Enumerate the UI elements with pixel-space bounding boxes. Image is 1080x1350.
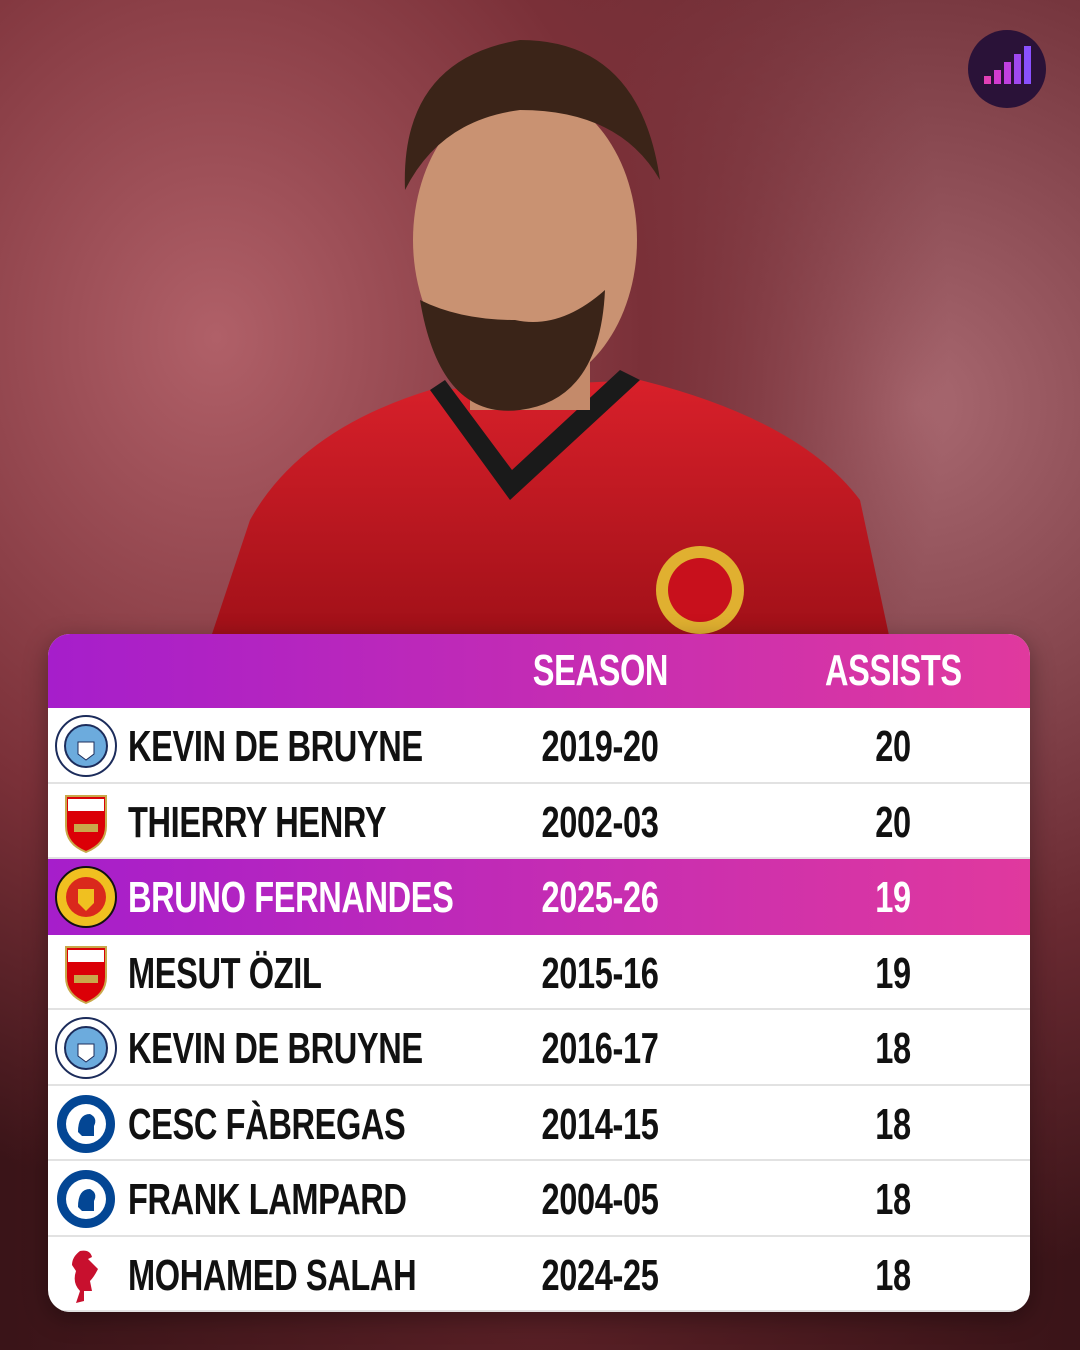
season: 2016-17 bbox=[541, 1024, 659, 1073]
assists: 19 bbox=[875, 873, 911, 922]
player-name-cell: CESC FÀBREGAS bbox=[128, 1100, 503, 1150]
club-logo bbox=[55, 715, 117, 777]
assists: 20 bbox=[875, 722, 911, 771]
assists-cell: 19 bbox=[793, 949, 993, 999]
player-name: THIERRY HENRY bbox=[128, 797, 387, 847]
season-cell: 2015-16 bbox=[500, 949, 700, 999]
club-logo bbox=[55, 1092, 117, 1155]
assists: 20 bbox=[875, 797, 911, 847]
table-row: CESC FÀBREGAS 2014-15 18 bbox=[48, 1086, 1030, 1161]
season-cell: 2024-25 bbox=[500, 1251, 700, 1301]
table-row: THIERRY HENRY 2002-03 20 bbox=[48, 784, 1030, 859]
brand-icon bbox=[984, 46, 1031, 84]
player-name-cell: FRANK LAMPARD bbox=[128, 1175, 504, 1225]
club-logo bbox=[65, 945, 107, 1004]
player-name: CESC FÀBREGAS bbox=[128, 1099, 406, 1149]
table-row: BRUNO FERNANDES 2025-26 19 bbox=[48, 859, 1030, 935]
header-text: ASSISTS bbox=[824, 646, 962, 695]
assists-cell: 20 bbox=[793, 798, 993, 848]
header-assists: ASSISTS bbox=[793, 646, 993, 696]
table-header: SEASON ASSISTS bbox=[48, 634, 1030, 708]
brand-logo bbox=[968, 30, 1046, 108]
player-name: KEVIN DE BRUYNE bbox=[128, 1024, 423, 1073]
assists: 18 bbox=[875, 1175, 911, 1224]
season-cell: 2025-26 bbox=[500, 873, 700, 923]
table-row: FRANK LAMPARD 2004-05 18 bbox=[48, 1161, 1030, 1237]
player-name: MESUT ÖZIL bbox=[128, 948, 322, 998]
assists: 19 bbox=[875, 948, 911, 998]
player-name-cell: MOHAMED SALAH bbox=[128, 1251, 517, 1301]
season: 2002-03 bbox=[541, 797, 659, 847]
player-name-cell: KEVIN DE BRUYNE bbox=[128, 722, 526, 772]
table-row: KEVIN DE BRUYNE 2016-17 18 bbox=[48, 1010, 1030, 1086]
season: 2015-16 bbox=[541, 948, 659, 998]
assists-table: SEASON ASSISTS KEVIN DE BRUYNE 2019-20 20 T… bbox=[48, 634, 1030, 1312]
player-name: BRUNO FERNANDES bbox=[128, 873, 454, 922]
assists: 18 bbox=[875, 1024, 911, 1073]
assists-cell: 18 bbox=[793, 1024, 993, 1074]
season: 2014-15 bbox=[541, 1099, 659, 1149]
club-logo bbox=[72, 1250, 98, 1303]
player-name: KEVIN DE BRUYNE bbox=[128, 722, 423, 771]
season: 2024-25 bbox=[541, 1250, 659, 1300]
table-row: MOHAMED SALAH 2024-25 18 bbox=[48, 1237, 1030, 1312]
club-logo bbox=[65, 794, 107, 853]
season: 2019-20 bbox=[541, 722, 659, 771]
assists-cell: 18 bbox=[793, 1251, 993, 1301]
assists: 18 bbox=[875, 1250, 911, 1300]
player-name-cell: THIERRY HENRY bbox=[128, 798, 477, 848]
club-logo bbox=[55, 1017, 117, 1079]
table-row: KEVIN DE BRUYNE 2019-20 20 bbox=[48, 708, 1030, 784]
assists-cell: 18 bbox=[793, 1100, 993, 1150]
assists: 18 bbox=[875, 1099, 911, 1149]
header-text: SEASON bbox=[532, 646, 668, 695]
assists-cell: 19 bbox=[793, 873, 993, 923]
assists-cell: 18 bbox=[793, 1175, 993, 1225]
table-row: MESUT ÖZIL 2015-16 19 bbox=[48, 935, 1030, 1010]
season-cell: 2002-03 bbox=[500, 798, 700, 848]
player-name-cell: KEVIN DE BRUYNE bbox=[128, 1024, 526, 1074]
player-name: MOHAMED SALAH bbox=[128, 1250, 417, 1300]
player-name: FRANK LAMPARD bbox=[128, 1175, 407, 1224]
season: 2004-05 bbox=[541, 1175, 659, 1224]
season: 2025-26 bbox=[541, 873, 659, 922]
season-cell: 2004-05 bbox=[500, 1175, 700, 1225]
player-name-cell: MESUT ÖZIL bbox=[128, 949, 389, 999]
club-logo bbox=[55, 1168, 117, 1230]
season-cell: 2016-17 bbox=[500, 1024, 700, 1074]
player-name-cell: BRUNO FERNANDES bbox=[128, 873, 568, 923]
season-cell: 2019-20 bbox=[500, 722, 700, 772]
season-cell: 2014-15 bbox=[500, 1100, 700, 1150]
assists-cell: 20 bbox=[793, 722, 993, 772]
club-logo bbox=[55, 866, 117, 928]
header-season: SEASON bbox=[500, 646, 700, 696]
